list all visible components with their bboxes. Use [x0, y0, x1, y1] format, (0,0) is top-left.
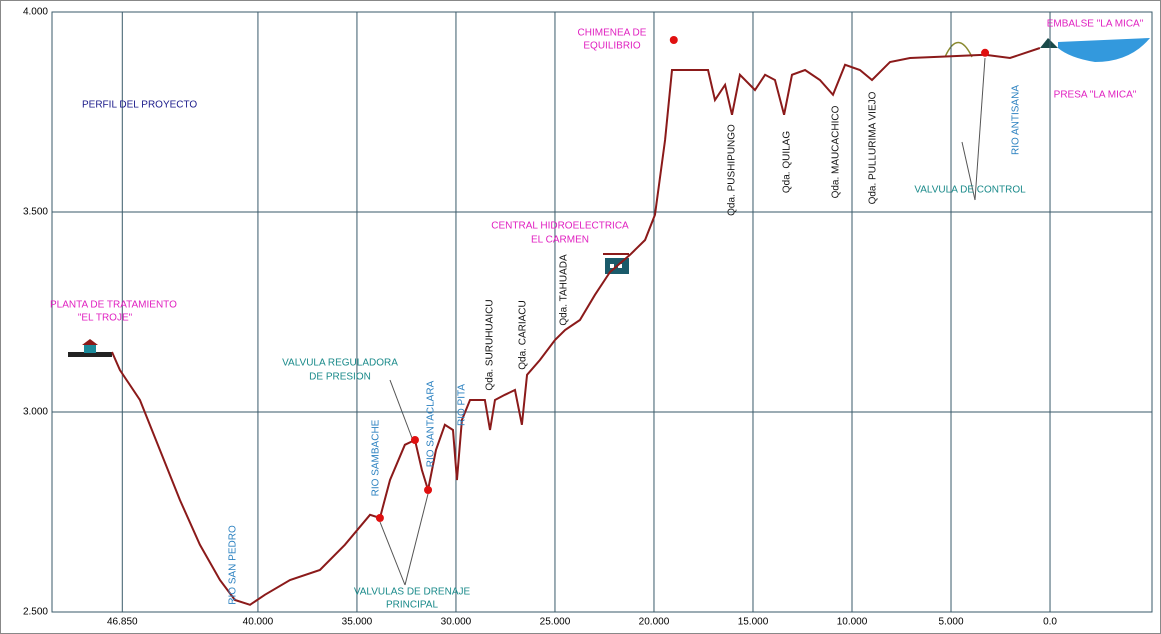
x-tick-label: 40.000 [243, 617, 274, 628]
annotation: PERFIL DEL PROYECTO [82, 100, 197, 111]
annotation: PRINCIPAL [386, 600, 438, 611]
annotation: VALVULA DE CONTROL [914, 185, 1026, 196]
plant-icon [68, 339, 112, 357]
x-tick-label: 35.000 [342, 617, 373, 628]
profile-line [111, 47, 1041, 606]
leaders [379, 57, 986, 586]
x-tick-label: 46.850 [107, 617, 138, 628]
y-tick-label: 3.500 [23, 207, 48, 218]
marker [410, 436, 419, 444]
annotation: RIO PITA [457, 384, 468, 426]
marker [669, 36, 678, 44]
annotation: Qda. PULLURIMA VIEJO [868, 91, 879, 204]
x-tick-label: 10.000 [837, 617, 868, 628]
annotation: RIO SANTACLARA [426, 380, 437, 467]
annotation: Qda. PUSHIPUNGO [727, 124, 738, 216]
annotation: Qda. SURUHUAICU [485, 299, 496, 390]
x-tick-label: 20.000 [639, 617, 670, 628]
annotation: CHIMENEA DE [578, 28, 647, 39]
annotation: EL CARMEN [531, 235, 589, 246]
annotation: RIO ANTISANA [1011, 85, 1022, 155]
annotation: PLANTA DE TRATAMIENTO [50, 300, 177, 311]
annotation: PRESA "LA MICA" [1054, 90, 1137, 101]
y-tick-label: 3.000 [23, 407, 48, 418]
y-tick-label: 4.000 [23, 7, 48, 18]
x-tick-label: 30.000 [441, 617, 472, 628]
annotation: VALVULA REGULADORA [282, 358, 398, 369]
annotation: DE PRESION [309, 372, 371, 383]
annotation: RIO SAMBACHE [371, 419, 382, 496]
marker [424, 486, 433, 494]
annotation: EMBALSE "LA MICA" [1047, 19, 1144, 30]
marker [981, 48, 990, 57]
annotation: EQUILIBRIO [583, 41, 640, 52]
reservoir [944, 38, 1150, 62]
x-tick-label: 25.000 [540, 617, 571, 628]
x-tick-label: 15.000 [738, 617, 769, 628]
x-tick-label: 5.000 [938, 617, 963, 628]
annotation: Qda. MAUCACHICO [831, 105, 842, 198]
annotation: CENTRAL HIDROELECTRICA [491, 221, 629, 232]
annotation: RIO SAN PEDRO [228, 525, 239, 605]
x-tick-label: 0.0 [1043, 617, 1057, 628]
annotation: Qda. QUILAG [782, 131, 793, 193]
annotation: Qda. CARIACU [518, 300, 529, 369]
y-tick-label: 2.500 [23, 607, 48, 618]
annotation: VALVULAS DE DRENAJE [354, 587, 471, 598]
annotation: "EL TROJE" [78, 313, 133, 324]
annotation: Qda. TAHUADA [559, 254, 570, 326]
marker [375, 514, 384, 522]
